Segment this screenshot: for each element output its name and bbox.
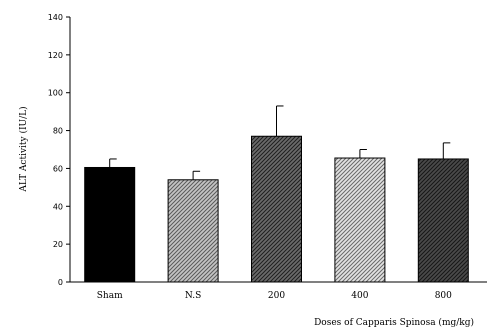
bar-sham xyxy=(84,166,136,283)
x-category-label: 800 xyxy=(435,291,452,301)
bar-ns xyxy=(167,179,219,283)
y-tick-label: 120 xyxy=(48,51,63,60)
bar-800 xyxy=(417,158,469,283)
y-tick-label: 80 xyxy=(53,127,63,136)
y-tick-label: 40 xyxy=(53,202,63,211)
x-category-label: 200 xyxy=(268,291,285,301)
error-bar xyxy=(442,142,451,159)
bar-200 xyxy=(251,135,302,283)
error-bar xyxy=(109,158,117,168)
error-bar xyxy=(192,170,201,180)
bar-400 xyxy=(334,157,386,283)
x-category-label: N.S xyxy=(185,291,201,301)
error-bar xyxy=(359,149,367,159)
y-tick-label: 20 xyxy=(53,240,63,249)
error-bar xyxy=(276,105,284,137)
x-axis-title: Doses of Capparis Spinosa (mg/kg) xyxy=(314,317,474,328)
y-tick-label: 140 xyxy=(48,13,63,22)
y-tick-label: 0 xyxy=(58,278,63,287)
x-category-label: Sham xyxy=(97,291,123,301)
x-category-label: 400 xyxy=(351,291,368,301)
y-tick-label: 100 xyxy=(48,89,63,98)
y-tick-label: 60 xyxy=(53,164,63,173)
y-axis-title: ALT Activity (IU/L) xyxy=(18,106,29,192)
